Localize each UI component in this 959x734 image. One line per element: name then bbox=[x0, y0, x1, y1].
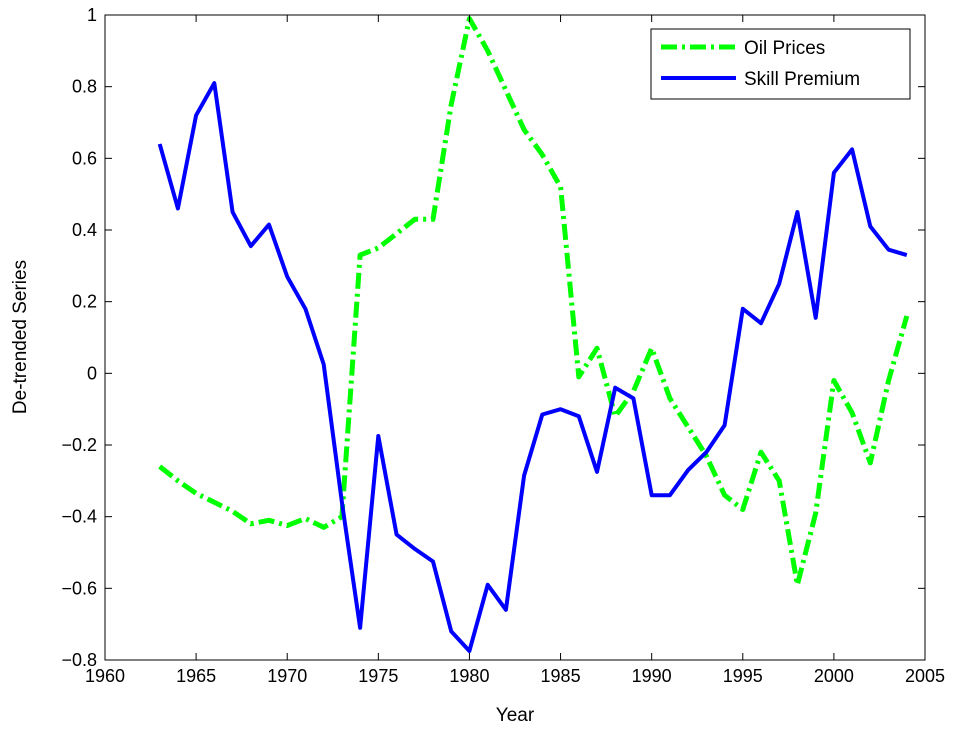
x-tick-label: 1960 bbox=[85, 666, 125, 686]
x-tick-label: 1970 bbox=[267, 666, 307, 686]
x-tick-label: 1965 bbox=[176, 666, 216, 686]
x-tick-label: 1995 bbox=[723, 666, 763, 686]
y-axis-label: De-trended Series bbox=[10, 260, 31, 414]
y-tick-label: −0.8 bbox=[61, 650, 97, 670]
ticks-layer: 1960 1965 1970 1975 1980 1985 1990 1995 2000 2005… bbox=[61, 5, 945, 686]
series-line-skill-premium bbox=[157, 81, 908, 653]
y-tick-label: −0.6 bbox=[61, 578, 97, 598]
legend-label-oil-prices: Oil Prices bbox=[744, 38, 825, 59]
x-tick-label: 2000 bbox=[814, 666, 854, 686]
y-tick-label: 0.6 bbox=[72, 148, 97, 168]
y-tick-label: 0.4 bbox=[72, 220, 97, 240]
y-tick-label: 1 bbox=[87, 5, 97, 25]
plot-area bbox=[105, 15, 925, 660]
x-tick-label: 1975 bbox=[358, 666, 398, 686]
x-tick-label: 1980 bbox=[449, 666, 489, 686]
legend-box bbox=[650, 28, 911, 100]
legend: Oil Prices Skill Premium bbox=[650, 28, 911, 100]
y-tick-label: 0.2 bbox=[72, 292, 97, 312]
x-tick-label: 2005 bbox=[905, 666, 945, 686]
y-tick-label: 0.8 bbox=[72, 77, 97, 97]
x-axis-label: Year bbox=[496, 705, 535, 726]
series-layer bbox=[157, 16, 910, 653]
y-tick-label: −0.2 bbox=[61, 435, 97, 455]
y-tick-label: 0 bbox=[87, 363, 97, 383]
y-tick-label: −0.4 bbox=[61, 507, 97, 527]
x-tick-label: 1990 bbox=[632, 666, 672, 686]
plot-frame bbox=[104, 14, 926, 661]
x-tick-label: 1985 bbox=[541, 666, 581, 686]
legend-label-skill-premium: Skill Premium bbox=[744, 69, 860, 90]
